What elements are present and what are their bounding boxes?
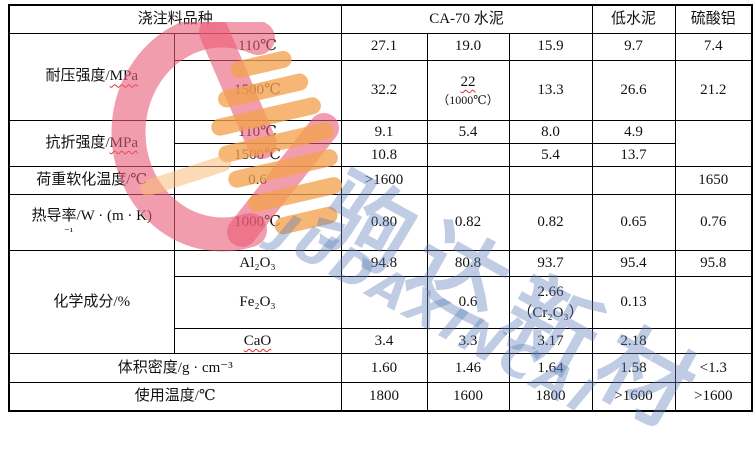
table-cell: 1.46: [426, 353, 510, 383]
table-cell: 1.60: [340, 353, 428, 383]
table-row: 荷重软化温度/℃ 0.6 >1600 1650: [8, 166, 753, 195]
table-row: Fe₂O₃ 0.6 2.66 （Cr₂O₃） 0.13: [9, 276, 753, 329]
table-cell: <1.3: [674, 353, 753, 383]
table-row: 体积密度/g · cm⁻³ 1.60 1.46 1.64 1.58 <1.3: [8, 353, 753, 383]
table-cell: 3.17: [508, 328, 593, 354]
row-label-service-temp: 使用温度/℃: [8, 382, 342, 411]
table-cell: 0.65: [591, 194, 676, 251]
table-cell: 15.9: [508, 32, 593, 61]
table-cell: 1800: [340, 382, 428, 411]
table-cell: >1600: [674, 382, 753, 411]
table-row: 使用温度/℃ 1800 1600 1800 >1600 >1600: [8, 382, 753, 411]
table-cell: 9.1: [340, 119, 428, 144]
sub-label-temp: 1500℃: [173, 142, 342, 168]
table-row: 热导率/W · (m · K) ⁻¹ 1000℃ 0.80 0.82 0.82 …: [8, 194, 753, 251]
row-label-flexural-strength: 抗折强度/MPa: [8, 119, 175, 167]
table-cell: 1650: [674, 166, 753, 195]
header-ca70-cement: CA-70 水泥: [340, 4, 593, 34]
table-cell: 0.6: [173, 166, 342, 195]
table-cell: 4.9: [591, 119, 676, 144]
table-cell: 26.6: [591, 59, 676, 121]
table-cell: 95.8: [674, 250, 753, 277]
header-low-cement: 低水泥: [591, 4, 676, 34]
table-cell: 22 （1000℃）: [426, 59, 510, 121]
table-cell: 3.3: [426, 328, 510, 354]
table-cell: 0.82: [426, 194, 510, 251]
table-cell: 95.4: [591, 250, 676, 277]
table-cell: 21.2: [674, 59, 753, 121]
document-page: { "header": { "product": "浇注料品种", "ca70"…: [8, 4, 754, 453]
table-cell: 1800: [508, 382, 593, 411]
sub-label-formula: Al₂O₃: [173, 250, 342, 277]
row-label-thermal-conductivity: 热导率/W · (m · K) ⁻¹: [8, 194, 175, 251]
table-cell: 0.6: [426, 276, 510, 329]
sub-label-temp: 1500℃: [173, 59, 342, 121]
table-cell: 9.7: [591, 32, 676, 61]
table-cell: 0.80: [340, 194, 428, 251]
castable-properties-table: 浇注料品种 CA-70 水泥 低水泥 硫酸铝 耐压强度/MPa 110℃ 27.…: [8, 4, 754, 412]
table-cell: 93.7: [508, 250, 593, 277]
table-cell: 32.2: [340, 59, 428, 121]
table-cell: 0.82: [508, 194, 593, 251]
row-label-softening-temp: 荷重软化温度/℃: [8, 166, 175, 195]
table-cell: 0.76: [674, 194, 753, 251]
sub-label-temp: 1000℃: [173, 194, 342, 251]
table-cell: 2.66 （Cr₂O₃）: [508, 276, 593, 329]
row-label-bulk-density: 体积密度/g · cm⁻³: [8, 353, 342, 383]
table-cell: 3.4: [340, 328, 428, 354]
sub-label-formula: Fe₂O₃: [173, 276, 342, 329]
table-cell: 7.4: [674, 32, 753, 61]
table-cell: 2.18: [591, 328, 676, 354]
table-cell: 0.13: [591, 276, 676, 329]
table-cell: 13.3: [508, 59, 593, 121]
table-cell: 13.7: [591, 142, 676, 168]
table-header-row: 浇注料品种 CA-70 水泥 低水泥 硫酸铝: [8, 4, 753, 34]
table-cell: 80.8: [426, 250, 510, 277]
header-aluminum-sulfate: 硫酸铝: [674, 4, 753, 34]
table-cell-empty: [674, 119, 753, 167]
table-cell: >1600: [591, 382, 676, 411]
table-cell: 10.8: [340, 142, 428, 168]
row-label-compressive-strength: 耐压强度/MPa: [8, 32, 175, 121]
table-cell-empty: [508, 166, 593, 195]
table-cell: 19.0: [426, 32, 510, 61]
header-product: 浇注料品种: [8, 4, 342, 34]
table-cell: 5.4: [508, 142, 593, 168]
table-cell: 1.58: [591, 353, 676, 383]
sub-label-temp: 110℃: [173, 32, 342, 61]
table-cell-empty: [674, 328, 753, 354]
table-cell-empty: [591, 166, 676, 195]
table-row: 耐压强度/MPa 110℃ 27.1 19.0 15.9 9.7 7.4: [8, 32, 753, 121]
table-cell: 1.64: [508, 353, 593, 383]
table-cell: 94.8: [340, 250, 428, 277]
table-cell-empty: [340, 276, 428, 329]
sub-label-temp: 110℃: [173, 119, 342, 144]
table-cell: 27.1: [340, 32, 428, 61]
table-cell-empty: [426, 166, 510, 195]
table-cell: >1600: [340, 166, 428, 195]
table-cell-empty: [426, 142, 510, 168]
table-cell-empty: [674, 276, 753, 329]
sub-label-formula: CaO: [173, 328, 342, 354]
table-cell: 1600: [426, 382, 510, 411]
table-cell: 5.4: [426, 119, 510, 144]
table-row: 化学成分/% Al₂O₃ 94.8 80.8 93.7 95.4 95.8: [8, 250, 753, 354]
table-row: 抗折强度/MPa 110℃ 9.1 5.4 8.0 4.9: [8, 119, 753, 167]
row-label-chemical-composition: 化学成分/%: [8, 250, 175, 354]
table-cell: 8.0: [508, 119, 593, 144]
